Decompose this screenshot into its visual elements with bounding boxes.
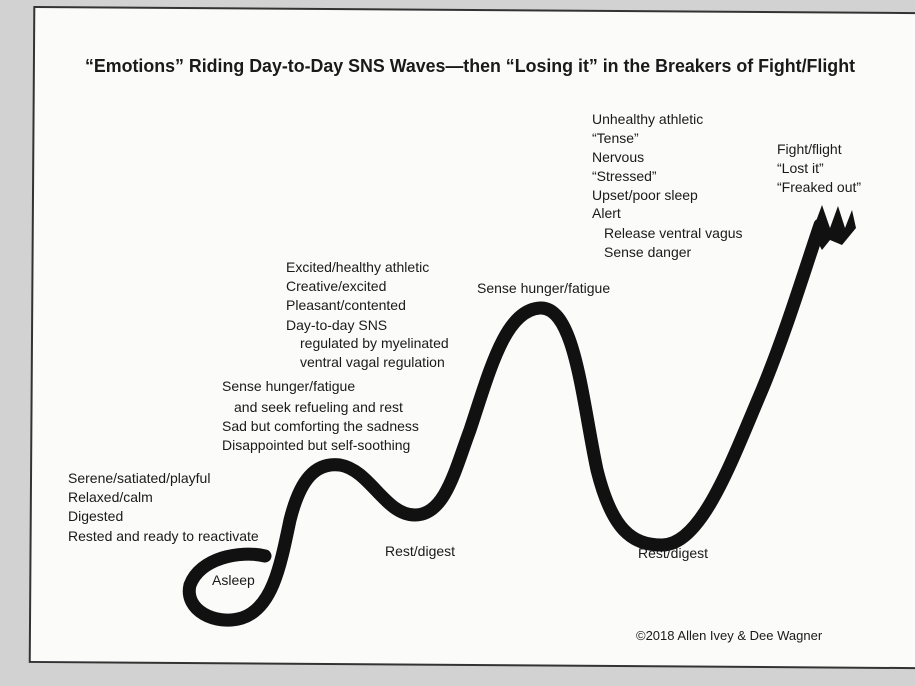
labels: Serene/satiated/playful Relaxed/calm Dig… [68,111,861,588]
label: regulated by myelinated [300,335,449,351]
copyright: ©2018 Allen Ivey & Dee Wagner [636,628,823,643]
title: “Emotions” Riding Day-to-Day SNS Waves—t… [85,56,855,76]
label: “Freaked out” [777,179,861,195]
label: Sense danger [604,244,692,260]
label: Creative/excited [286,278,386,294]
label: Serene/satiated/playful [68,470,210,486]
label: and seek refueling and rest [234,399,403,415]
label: Pleasant/contented [286,297,406,313]
label: Upset/poor sleep [592,187,698,203]
label: Rest/digest [638,545,708,561]
label: Unhealthy athletic [592,111,703,127]
label: Fight/flight [777,141,842,157]
label: Rest/digest [385,543,455,559]
label: Relaxed/calm [68,489,153,505]
label: Asleep [212,572,255,588]
label: Excited/healthy athletic [286,259,429,275]
label: Nervous [592,149,644,165]
label: Sense hunger/fatigue [222,378,355,394]
panel [28,5,915,670]
label: “Stressed” [592,168,657,184]
label: Sense hunger/fatigue [477,280,610,296]
label: “Tense” [592,130,639,146]
label: “Lost it” [777,160,824,176]
label: Digested [68,508,123,524]
label: Alert [592,205,621,221]
label: Sad but comforting the sadness [222,418,419,434]
label: Day-to-day SNS [286,317,387,333]
label: Release ventral vagus [604,225,743,241]
label: ventral vagal regulation [300,354,445,370]
wave [182,218,827,627]
label: Rested and ready to reactivate [68,528,259,544]
breakers [812,205,856,250]
label: Disappointed but self-soothing [222,437,410,453]
